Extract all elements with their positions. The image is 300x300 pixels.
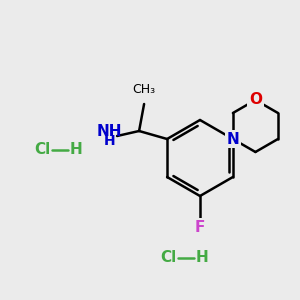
Text: Cl: Cl	[34, 142, 50, 158]
Text: NH: NH	[96, 124, 122, 139]
Text: H: H	[70, 142, 83, 158]
Text: O: O	[249, 92, 262, 107]
Text: H: H	[103, 134, 115, 148]
Text: H: H	[196, 250, 208, 266]
Text: Cl: Cl	[160, 250, 176, 266]
Text: CH₃: CH₃	[133, 83, 156, 96]
Text: N: N	[226, 131, 239, 146]
Text: F: F	[195, 220, 205, 235]
